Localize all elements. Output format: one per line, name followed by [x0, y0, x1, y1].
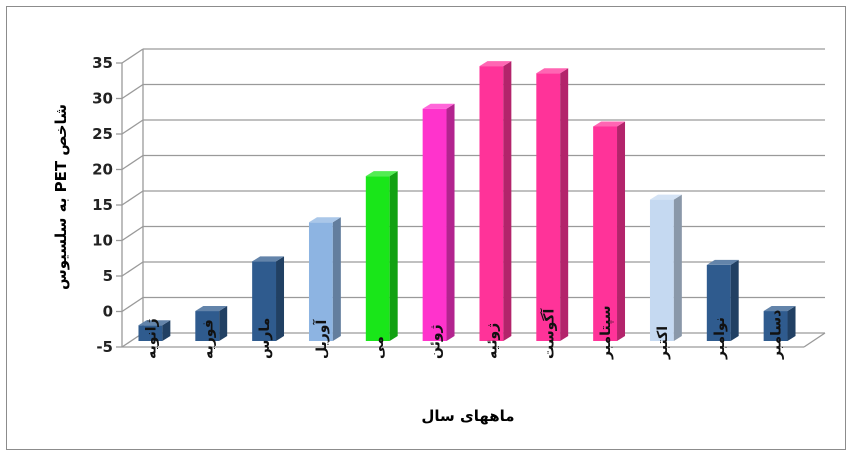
y-tick-label: 30 [92, 90, 113, 108]
bar-front [138, 325, 163, 341]
bar-front [593, 126, 618, 341]
bar-top [365, 171, 398, 177]
bar-front [479, 66, 504, 341]
y-tick-label: 25 [92, 125, 113, 143]
bar-side [219, 306, 228, 341]
gridline-side [121, 83, 144, 100]
bar-side [276, 256, 285, 341]
y-tick-label: 10 [92, 232, 113, 250]
gridline-side [121, 119, 144, 135]
y-tick-label: 20 [92, 161, 113, 179]
x-tick-label: مارس [257, 318, 273, 359]
bar-front [365, 176, 390, 341]
bar-front [649, 199, 674, 341]
bar-front [763, 311, 788, 341]
gridline-side [121, 225, 144, 242]
bar-12 [763, 306, 796, 341]
bar-top [706, 259, 739, 265]
bar-top [422, 103, 455, 109]
floor-right-edge [803, 332, 826, 348]
bar-front [536, 73, 561, 341]
gridline-side [121, 190, 144, 206]
bar-6 [422, 103, 455, 341]
bar-top [308, 217, 341, 223]
bar-side [787, 306, 796, 341]
bars-layer [138, 61, 796, 341]
x-tick-label: فوریه [200, 319, 216, 359]
gridline-side [121, 296, 144, 313]
bar-front [422, 108, 447, 341]
x-tick-label: آگوست [539, 307, 557, 359]
bar-5 [365, 171, 398, 341]
bar-side [503, 61, 512, 341]
bar-4 [308, 217, 341, 341]
bar-side [673, 194, 682, 341]
bar-side [617, 121, 626, 341]
bar-1 [138, 320, 171, 341]
bar-3 [252, 256, 285, 341]
y-tick-label: 0 [103, 303, 113, 321]
bar-top [479, 61, 512, 67]
x-tick-label: ژوئن [428, 324, 444, 359]
bar-top [649, 194, 682, 200]
bar-side [332, 217, 341, 341]
bar-2 [195, 306, 228, 341]
bar-8 [536, 68, 569, 341]
x-tick-label: ژانویه [143, 318, 159, 359]
y-tick-label: 15 [92, 196, 113, 214]
bar-top [763, 306, 796, 312]
x-axis-title: ماههای سال [421, 407, 514, 425]
labels-layer: -5 0 5 10 15 20 25 30 35 ژانویه فوریه مارس آوریل می ژو… [92, 54, 784, 360]
bar-front [706, 264, 731, 341]
bar-front [308, 222, 333, 341]
y-tick-label: 35 [92, 54, 113, 72]
x-tick-label: نوامبر [712, 317, 728, 360]
y-tick-label: 5 [103, 267, 113, 285]
bar-top [536, 68, 569, 74]
x-tick-label: اکتبر [655, 326, 671, 360]
x-tick-label: دسامبر [769, 310, 785, 360]
y-tick-label: -5 [96, 338, 113, 356]
bar-10 [649, 194, 682, 341]
x-tick-label: می [371, 336, 387, 359]
gridline-side [121, 154, 144, 171]
bar-front [195, 311, 220, 341]
bar-side [560, 68, 569, 341]
x-tick-label: سپتامبر [598, 305, 614, 360]
bar-side [730, 259, 739, 341]
bar-7 [479, 61, 512, 341]
gridline-side [121, 261, 144, 277]
x-tick-label: آوریل [312, 318, 330, 359]
bar-top [195, 306, 228, 312]
gridline-side [121, 48, 144, 64]
bar-top [138, 320, 171, 326]
bar-side [446, 103, 455, 341]
x-tick-label: ژوئیه [484, 323, 500, 359]
bar-top [252, 256, 285, 262]
bar-side [162, 320, 171, 341]
bar-top [593, 121, 626, 127]
bar-9 [593, 121, 626, 341]
bar-side [389, 171, 398, 341]
y-axis-title: شاخص PET به سلسیوس [52, 104, 70, 290]
bar-front [252, 261, 277, 341]
bar-11 [706, 259, 739, 341]
